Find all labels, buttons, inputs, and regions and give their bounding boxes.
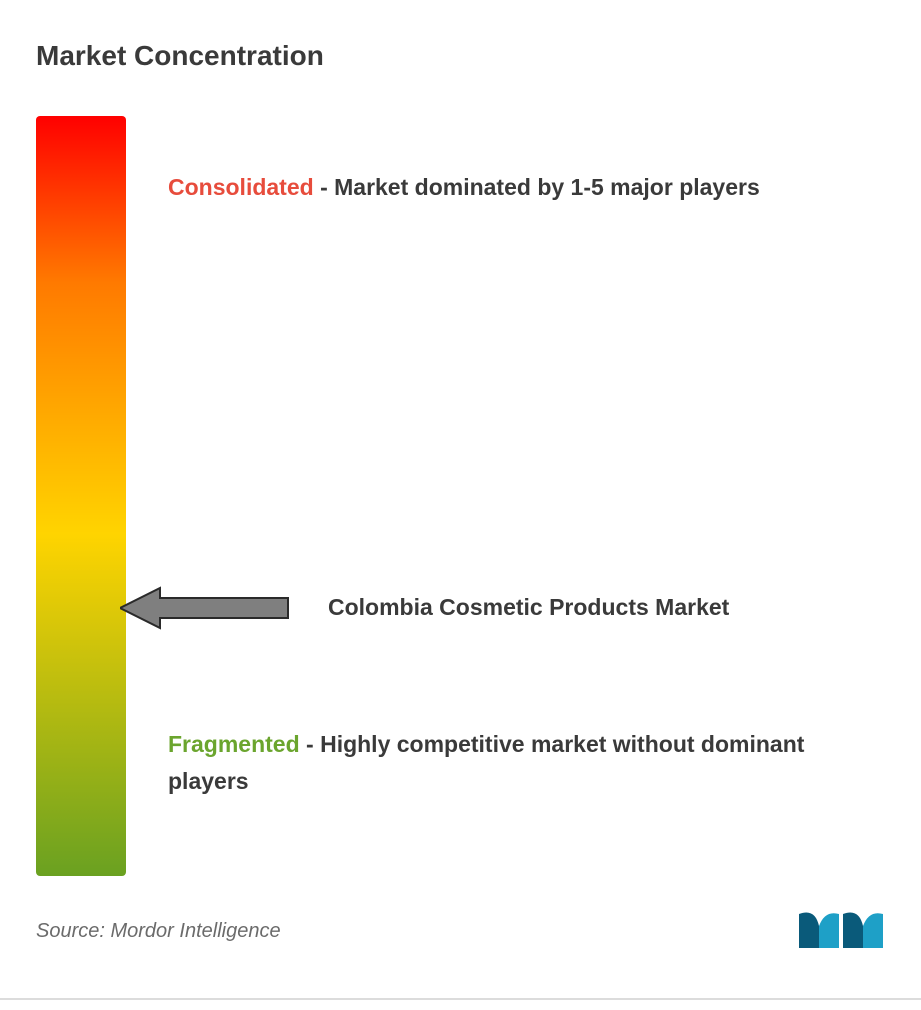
page-title: Market Concentration bbox=[36, 40, 885, 72]
separator-line bbox=[0, 998, 921, 1000]
consolidated-description: - Market dominated by 1-5 major players bbox=[320, 174, 760, 200]
fragmented-label: Fragmented bbox=[168, 731, 300, 757]
source-text: Source: Mordor Intelligence bbox=[36, 920, 281, 943]
main-row: Consolidated - Market dominated by 1-5 m… bbox=[36, 116, 885, 876]
footer: Source: Mordor Intelligence bbox=[36, 908, 885, 954]
infographic-container: Market Concentration Consolidated - Mark… bbox=[0, 0, 921, 1010]
fragmented-text-block: Fragmented - Highly competitive market w… bbox=[168, 726, 865, 800]
logo bbox=[795, 908, 885, 954]
market-label: Colombia Cosmetic Products Market bbox=[328, 592, 748, 623]
market-pointer-row: Colombia Cosmetic Products Market bbox=[120, 586, 748, 630]
consolidated-text-block: Consolidated - Market dominated by 1-5 m… bbox=[168, 172, 865, 203]
right-column: Consolidated - Market dominated by 1-5 m… bbox=[126, 116, 885, 876]
consolidated-label: Consolidated bbox=[168, 174, 314, 200]
arrow-left-icon bbox=[120, 586, 290, 630]
concentration-gradient-bar bbox=[36, 116, 126, 876]
logo-icon bbox=[795, 908, 885, 954]
